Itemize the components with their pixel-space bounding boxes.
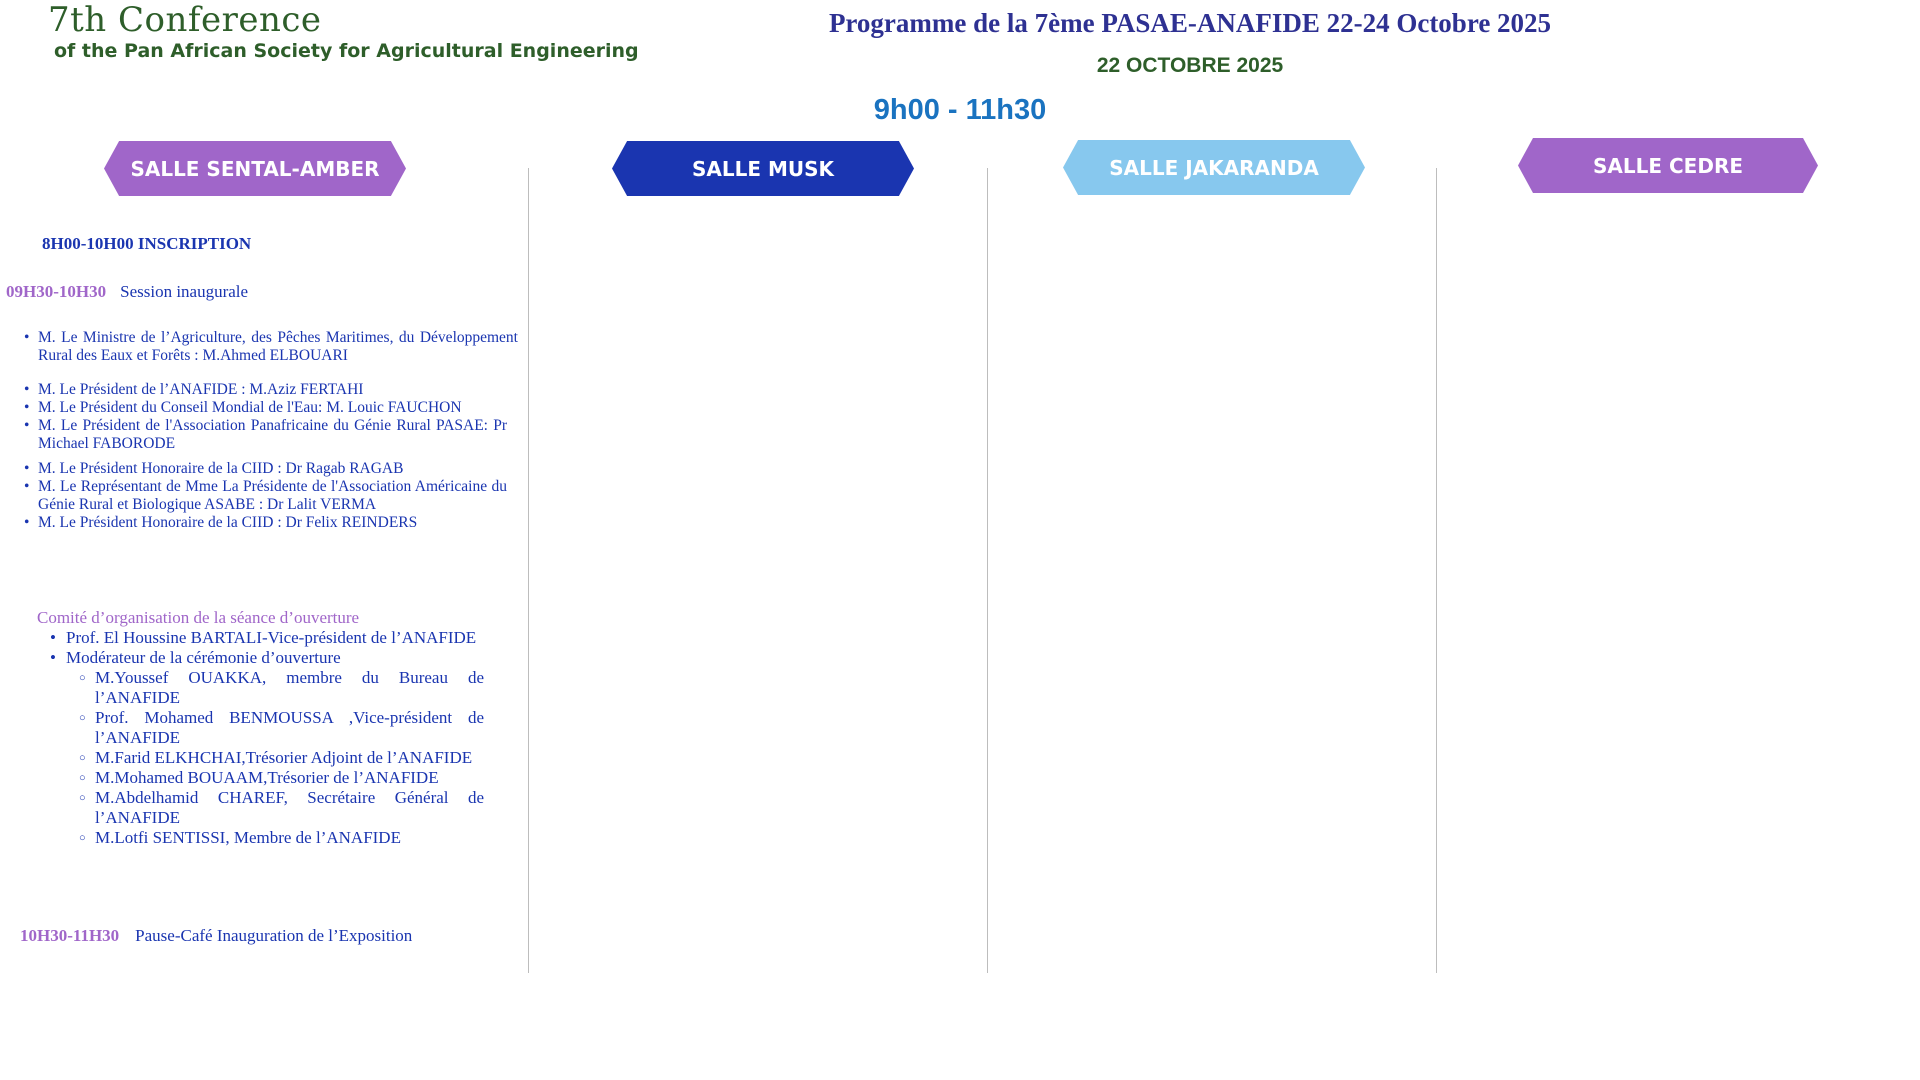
list-item: M.Lotfi SENTISSI, Membre de l’ANAFIDE <box>79 828 484 848</box>
pause-time: 10H30-11H30 <box>20 926 120 945</box>
room-badge-jakaranda: SALLE JAKARANDA <box>1063 140 1365 195</box>
list-item: M. Le Président de l'Association Panafri… <box>24 417 507 453</box>
programme-title: Programme de la 7ème PASAE-ANAFIDE 22-24… <box>828 8 1552 38</box>
session-time: 09H30-10H30 <box>6 282 107 301</box>
committee-list: Prof. El Houssine BARTALI-Vice-président… <box>50 628 484 848</box>
list-item: M. Le Président Honoraire de la CIID : D… <box>24 460 507 478</box>
pause-label: Pause-Café Inauguration de l’Exposition <box>135 926 413 945</box>
pause-slot: 10H30-11H30 Pause-Café Inauguration de l’… <box>20 926 412 946</box>
list-item: M. Le Ministre de l’Agriculture, des Pêc… <box>24 329 518 365</box>
session-label: Session inaugurale <box>120 282 249 301</box>
committee-title: Comité d’organisation de la séance d’ouv… <box>37 608 360 627</box>
inscription-slot: 8H00-10H00 INSCRIPTION <box>42 234 252 253</box>
list-item: M. Le Président du Conseil Mondial de l'… <box>24 399 507 417</box>
list-item: M.Youssef OUAKKA, membre du Bureau de l’… <box>79 668 484 708</box>
list-item: M.Abdelhamid CHAREF, Secrétaire Général … <box>79 788 484 828</box>
list-item: M. Le Président de l’ANAFIDE : M.Aziz FE… <box>24 381 507 399</box>
room-badge-musk: SALLE MUSK <box>612 141 914 196</box>
conference-title: 7th Conference <box>48 0 322 40</box>
list-item-label: Modérateur de la cérémonie d’ouverture <box>66 648 341 667</box>
list-item: Modérateur de la cérémonie d’ouverture M… <box>50 648 484 848</box>
moderator-list: M.Youssef OUAKKA, membre du Bureau de l’… <box>66 668 484 848</box>
room-badge-sental-amber: SALLE SENTAL-AMBER <box>104 141 406 196</box>
list-item: M. Le Représentant de Mme La Présidente … <box>24 478 507 514</box>
list-item: M.Farid ELKHCHAI,Trésorier Adjoint de l’… <box>79 748 484 768</box>
list-item: M. Le Président Honoraire de la CIID : D… <box>24 514 507 532</box>
room-badge-cedre: SALLE CEDRE <box>1518 138 1818 193</box>
column-divider <box>528 168 529 973</box>
column-divider <box>1436 168 1437 973</box>
list-item: M.Mohamed BOUAAM,Trésorier de l’ANAFIDE <box>79 768 484 788</box>
session-inaugurale: 09H30-10H30 Session inaugurale <box>6 282 248 302</box>
programme-date: 22 OCTOBRE 2025 <box>1096 54 1284 77</box>
list-item: Prof. El Houssine BARTALI-Vice-président… <box>50 628 484 648</box>
speaker-list: M. Le Ministre de l’Agriculture, des Pêc… <box>24 329 518 532</box>
list-item: Prof. Mohamed BENMOUSSA ,Vice-président … <box>79 708 484 748</box>
column-divider <box>987 168 988 973</box>
conference-subtitle: of the Pan African Society for Agricultu… <box>54 40 639 62</box>
time-slot: 9h00 - 11h30 <box>873 94 1047 126</box>
